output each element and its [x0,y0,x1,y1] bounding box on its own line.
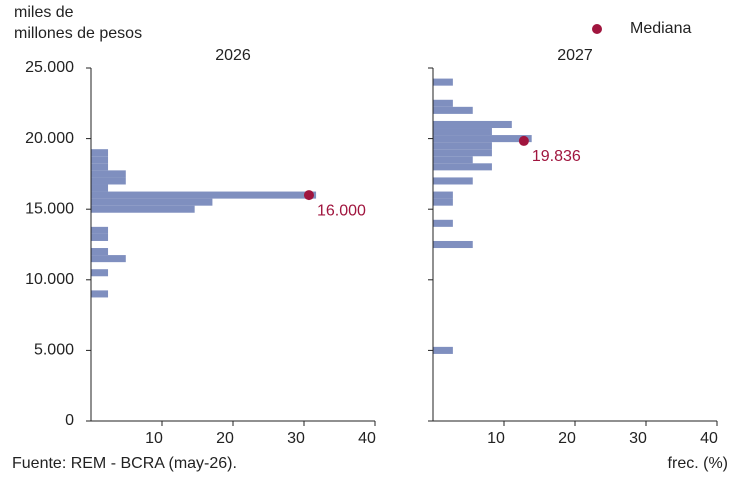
legend-marker [592,24,602,34]
bar [433,78,453,86]
bar [433,198,453,206]
bar [91,205,195,213]
bar [433,135,532,143]
bar [91,163,109,171]
y-tick-label: 20.000 [25,130,74,147]
bar [433,156,473,164]
x-axis-label: frec. (%) [668,455,728,472]
y-tick-label: 5.000 [34,342,74,359]
median-marker [303,190,314,201]
source: Fuente: REM - BCRA (may-26). [12,455,237,472]
bar [91,184,109,192]
bar [91,191,317,199]
bar [433,163,492,171]
median-marker [518,135,529,146]
bar [91,269,109,277]
bar [91,226,109,234]
x-tick-label: 40 [700,430,718,447]
median-label: 19.836 [532,148,581,165]
bar [91,156,109,164]
x-tick-label: 10 [487,430,505,447]
bar [433,177,473,185]
bar [91,177,126,185]
y-tick-label: 15.000 [25,200,74,217]
y-axis-label: millones de pesos [14,25,142,42]
y-tick-label: 0 [65,412,74,429]
y-tick-label: 10.000 [25,271,74,288]
panel-title: 2027 [557,47,593,64]
bar [433,142,492,150]
bar [433,346,453,354]
x-tick-label: 20 [558,430,576,447]
x-tick-label: 10 [145,430,163,447]
bar [433,219,453,227]
bar [433,149,492,157]
median-label: 16.000 [317,202,366,219]
bar [91,290,109,298]
bar [433,120,512,129]
panel-title: 2026 [215,47,251,64]
legend-label: Mediana [630,20,691,37]
bar [433,106,473,114]
bar [91,248,109,256]
bar [91,198,213,206]
x-tick-label: 20 [216,430,234,447]
y-axis-label: miles de [14,4,74,21]
bar [433,128,492,136]
x-tick-label: 40 [358,430,376,447]
bar [91,233,109,241]
bar [433,240,473,249]
bar [91,170,126,178]
x-tick-label: 30 [629,430,647,447]
bar [91,149,109,157]
bar [91,255,126,263]
x-tick-label: 30 [287,430,305,447]
bar [433,99,453,107]
y-tick-label: 25.000 [25,59,74,76]
bar [433,191,453,199]
